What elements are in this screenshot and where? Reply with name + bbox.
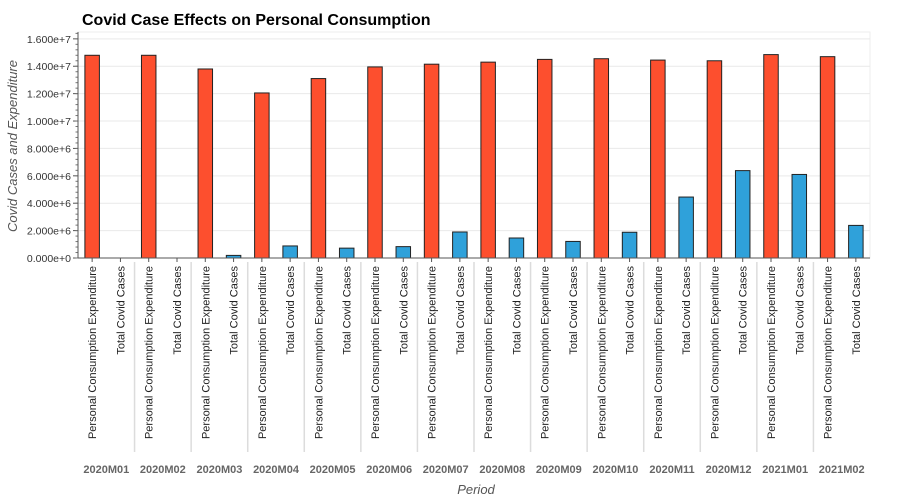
x-category-label: Personal Consumption Expenditure <box>709 266 721 439</box>
bar-covid-cases <box>338 247 355 259</box>
x-category-label: Personal Consumption Expenditure <box>313 266 325 439</box>
bar-expenditure <box>593 58 610 259</box>
y-tick-label: 0.000e+0 <box>27 253 71 265</box>
y-tick-label: 1.000e+7 <box>27 116 71 128</box>
x-category-label: Personal Consumption Expenditure <box>200 266 212 439</box>
x-category-label: Personal Consumption Expenditure <box>257 266 269 439</box>
x-axis-label: Period <box>457 482 495 497</box>
x-group-label: 2020M07 <box>423 464 469 476</box>
bar-expenditure <box>536 58 553 259</box>
x-category-label: Total Covid Cases <box>455 266 467 355</box>
bar-covid-cases <box>452 231 468 259</box>
x-group-label: 2021M01 <box>762 464 808 476</box>
y-tick-label: 8.000e+6 <box>27 143 71 155</box>
x-category-label: Personal Consumption Expenditure <box>87 266 99 439</box>
x-group-label: 2020M12 <box>706 464 752 476</box>
bar-covid-cases <box>565 240 581 259</box>
x-category-label: Personal Consumption Expenditure <box>427 266 439 439</box>
x-category-label: Personal Consumption Expenditure <box>144 266 156 439</box>
x-category-label: Total Covid Cases <box>398 266 410 355</box>
x-category-label: Total Covid Cases <box>285 266 297 355</box>
x-group-label: 2020M01 <box>83 464 129 476</box>
bar-expenditure <box>706 60 723 259</box>
x-group-label: 2020M03 <box>196 464 242 476</box>
x-category-label: Total Covid Cases <box>568 266 580 355</box>
bar-expenditure <box>197 68 214 259</box>
bar-covid-cases <box>621 231 638 259</box>
bar-covid-cases <box>395 246 412 259</box>
bar-expenditure <box>763 54 779 259</box>
x-category-label: Total Covid Cases <box>172 266 184 355</box>
x-category-label: Total Covid Cases <box>342 266 354 355</box>
grid <box>77 31 871 259</box>
bar-expenditure <box>480 61 496 259</box>
x-category-label: Total Covid Cases <box>625 266 637 355</box>
bar-expenditure <box>367 66 383 259</box>
y-tick-label: 1.400e+7 <box>27 61 71 73</box>
x-category-label: Total Covid Cases <box>794 266 806 355</box>
bar-expenditure <box>254 92 270 259</box>
bar-covid-cases <box>508 237 525 259</box>
x-category-label: Total Covid Cases <box>511 266 523 355</box>
x-group-label: 2020M06 <box>366 464 412 476</box>
x-category-label: Total Covid Cases <box>115 266 127 355</box>
x-group-label: 2020M04 <box>253 464 300 476</box>
bar-covid-cases <box>791 173 808 259</box>
y-axis-label: Covid Cases and Expenditure <box>5 60 20 232</box>
bar-expenditure <box>423 63 440 259</box>
category-labels: Personal Consumption Expenditure Total Co… <box>83 262 865 476</box>
x-category-label: Total Covid Cases <box>851 266 863 355</box>
axes: 0.000e+0 2.000e+6 4.000e+6 6.000e+6 8.000e+6… <box>27 32 870 265</box>
x-category-label: Personal Consumption Expenditure <box>823 266 835 439</box>
x-category-label: Total Covid Cases <box>738 266 750 355</box>
x-category-label: Total Covid Cases <box>681 266 693 355</box>
bar-expenditure <box>819 56 836 259</box>
chart-title: Covid Case Effects on Personal Consumpti… <box>82 12 431 29</box>
bar-expenditure <box>310 78 327 259</box>
bar-covid-cases <box>734 170 751 259</box>
bar-expenditure <box>650 59 666 259</box>
x-category-label: Total Covid Cases <box>229 266 241 355</box>
bar-covid-cases <box>282 245 298 259</box>
x-category-label: Personal Consumption Expenditure <box>370 266 382 439</box>
y-tick-label: 1.200e+7 <box>27 89 71 101</box>
bars <box>84 54 864 259</box>
x-group-label: 2020M11 <box>649 464 694 476</box>
x-category-label: Personal Consumption Expenditure <box>483 266 495 439</box>
x-group-label: 2020M08 <box>479 464 525 476</box>
x-category-label: Personal Consumption Expenditure <box>766 266 778 439</box>
y-tick-label: 2.000e+6 <box>27 226 71 238</box>
y-tick-label: 6.000e+6 <box>27 171 71 183</box>
y-tick-label: 4.000e+6 <box>27 198 71 210</box>
x-category-label: Personal Consumption Expenditure <box>596 266 608 439</box>
bar-covid-cases <box>678 196 694 259</box>
x-category-label: Personal Consumption Expenditure <box>653 266 665 439</box>
x-group-label: 2020M10 <box>592 464 638 476</box>
bar-expenditure <box>84 54 100 259</box>
y-tick-label: 1.600e+7 <box>27 34 71 46</box>
x-category-label: Personal Consumption Expenditure <box>540 266 552 439</box>
bar-covid-cases <box>848 224 864 259</box>
x-group-label: 2020M09 <box>536 464 582 476</box>
x-group-label: 2021M02 <box>819 464 865 476</box>
bar-expenditure <box>140 54 157 259</box>
x-group-label: 2020M02 <box>140 464 186 476</box>
x-group-label: 2020M05 <box>310 464 356 476</box>
